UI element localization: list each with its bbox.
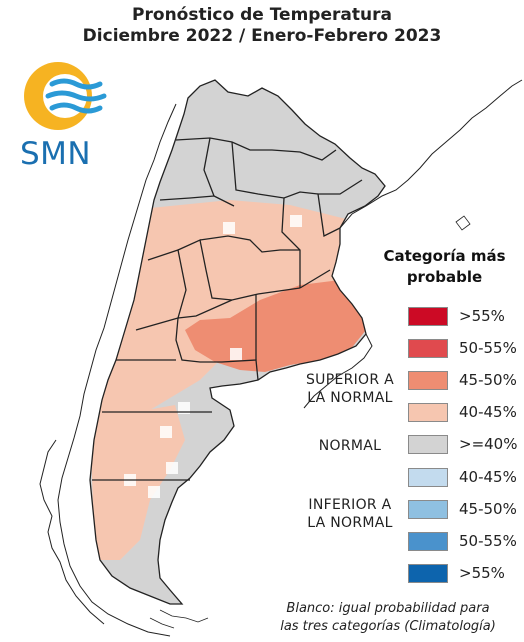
legend-item: 40-45% [408,467,523,489]
category-superior: SUPERIOR A LA NORMAL [300,371,400,407]
legend-swatch [408,532,448,551]
neighbor-coastline [39,79,523,637]
note-line-1: Blanco: igual probabilidad para [286,601,490,616]
legend-swatch [408,403,448,422]
legend-swatch [408,339,448,358]
legend-item: >55% [408,563,523,585]
legend-swatch [408,500,448,519]
note-line-2: las tres categorías (Climatología) [280,619,496,634]
smn-logo-text: SMN [20,136,92,172]
forecast-regions [90,80,385,604]
smn-logo-icon [24,62,107,130]
legend-item: 40-45% [408,402,523,424]
legend-item: >55% [408,306,523,328]
legend-swatch [408,468,448,487]
legend-item: 50-55% [408,338,523,360]
legend-swatch [408,307,448,326]
title-line-2: Diciembre 2022 / Enero-Febrero 2023 [82,26,442,46]
legend-label: >55% [459,307,505,325]
legend-label: 45-50% [459,500,517,518]
page-title: Pronóstico de Temperatura Diciembre 2022… [0,5,524,47]
legend-item: 45-50% [408,499,523,521]
legend-item: 45-50% [408,370,523,392]
legend-title-line-1: Categoría más [383,247,506,265]
legend-title-line-2: probable [406,268,483,286]
legend-label: 50-55% [459,339,517,357]
legend-item: >=40% [408,434,523,456]
climatology-patches [124,215,302,498]
legend-title: Categoría más probable [372,246,517,288]
category-inferior: INFERIOR A LA NORMAL [300,496,400,532]
title-line-1: Pronóstico de Temperatura [132,5,392,25]
normal-label: NORMAL [318,438,382,454]
legend-swatch [408,371,448,390]
inferior-line-2: LA NORMAL [307,515,393,531]
above-40-45-region-south [95,470,150,530]
legend-label: 50-55% [459,532,517,550]
legend-label: 40-45% [459,403,517,421]
legend-swatch [408,564,448,583]
category-normal: NORMAL [300,437,400,455]
inferior-line-1: INFERIOR A [308,497,392,513]
legend-label: >55% [459,564,505,582]
climatology-note: Blanco: igual probabilidad para las tres… [268,600,508,636]
legend-swatch [408,435,448,454]
legend-label: >=40% [459,435,518,453]
legend-item: 50-55% [408,531,523,553]
islands [149,215,471,629]
legend-label: 45-50% [459,371,517,389]
superior-line-1: SUPERIOR A [305,372,395,388]
superior-line-2: LA NORMAL [307,390,393,406]
legend-label: 40-45% [459,468,517,486]
province-borders [89,79,386,605]
